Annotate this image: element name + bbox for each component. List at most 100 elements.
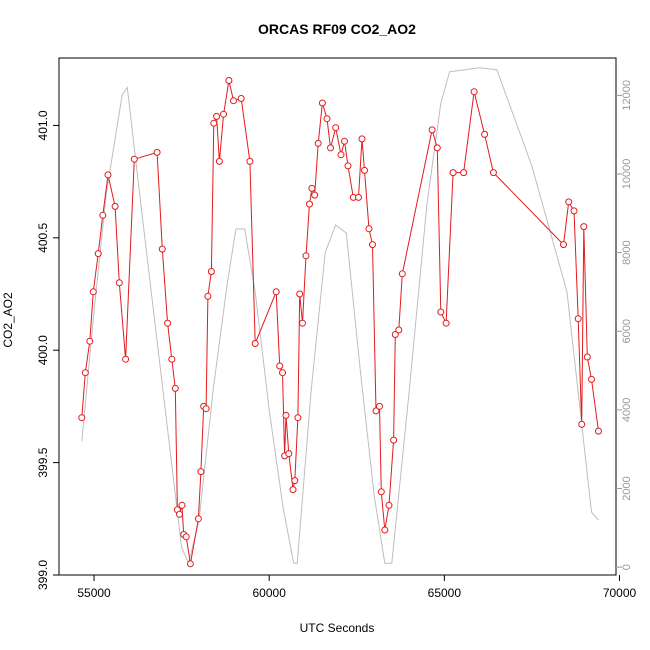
data-point: [215, 157, 223, 165]
data-point: [81, 369, 89, 377]
data-point: [251, 340, 259, 347]
data-point: [306, 200, 313, 208]
data-point: [291, 477, 299, 485]
data-point: [395, 326, 403, 334]
x-tick-label: 55000: [77, 586, 111, 600]
data-point: [377, 488, 385, 496]
data-point: [194, 515, 202, 523]
chart-title: ORCAS RF09 CO2_AO2: [258, 21, 416, 37]
y2-tick-label: 0: [621, 564, 633, 570]
data-point: [111, 202, 119, 210]
x-axis-label: UTC Seconds: [300, 621, 375, 635]
x-tick-label: 65000: [428, 586, 462, 600]
data-point: [565, 198, 573, 206]
data-point: [225, 77, 233, 84]
data-point: [86, 337, 94, 345]
y-axis-label: CO2_AO2: [1, 292, 15, 348]
y2-tick-label: 4000: [621, 398, 633, 422]
data-point: [361, 166, 368, 174]
data-point: [308, 184, 316, 192]
data-point: [358, 135, 366, 143]
data-point: [153, 148, 161, 156]
data-point: [178, 501, 186, 509]
data-point: [588, 375, 595, 383]
data-point: [279, 369, 286, 377]
data-point: [158, 245, 166, 253]
data-point: [460, 169, 468, 177]
data-point: [213, 112, 221, 120]
data-point: [574, 315, 582, 323]
data-point: [437, 308, 445, 316]
data-point: [171, 384, 179, 392]
data-point: [94, 250, 102, 258]
data-point: [296, 290, 304, 298]
data-point: [99, 211, 107, 219]
data-point: [385, 501, 393, 509]
data-point: [433, 144, 441, 152]
data-point: [583, 353, 591, 361]
data-point: [289, 486, 297, 494]
data-point: [337, 151, 345, 159]
plot-area: [58, 57, 617, 576]
data-point: [580, 223, 588, 231]
y2-tick-label: 10000: [621, 159, 633, 190]
data-point: [595, 427, 602, 435]
data-point: [182, 533, 190, 541]
y2-tick-label: 6000: [621, 319, 633, 343]
data-point: [168, 355, 176, 363]
data-point: [78, 414, 86, 422]
data-point: [104, 171, 112, 179]
x-tick-label: 70000: [603, 586, 637, 600]
data-point: [89, 288, 97, 296]
data-point: [276, 362, 284, 370]
data-point: [122, 355, 130, 363]
data-point: [355, 193, 362, 201]
y2-tick-label: 12000: [621, 80, 633, 111]
data-point: [202, 405, 210, 413]
data-point: [398, 270, 406, 278]
data-point: [327, 144, 334, 152]
data-point: [481, 130, 489, 138]
y-tick-label: 399.5: [36, 447, 50, 477]
data-point: [237, 95, 245, 102]
data-point: [230, 97, 237, 105]
data-point: [272, 288, 280, 296]
data-point: [578, 420, 586, 428]
data-point: [294, 414, 302, 422]
y2-tick-label: 8000: [621, 240, 633, 264]
data-point: [341, 137, 348, 145]
series-layer: [78, 67, 602, 568]
data-point: [220, 110, 228, 118]
data-point: [449, 169, 457, 177]
y-axis-left: 399.0 399.5 400.0 400.5 401.0: [36, 110, 59, 590]
data-point: [369, 241, 376, 249]
data-point: [207, 268, 215, 275]
data-point: [115, 279, 123, 287]
data-point: [302, 252, 310, 260]
data-point: [314, 139, 322, 147]
data-point: [381, 526, 389, 534]
data-point: [560, 241, 567, 249]
data-point: [428, 126, 436, 134]
x-tick-label: 60000: [253, 586, 287, 600]
data-point: [285, 450, 293, 458]
data-point: [489, 169, 497, 177]
data-point: [390, 436, 398, 444]
data-point: [197, 468, 205, 476]
data-point: [164, 319, 172, 327]
y-tick-label: 400.5: [36, 222, 50, 252]
data-point: [130, 155, 138, 163]
x-axis: 55000 60000 65000 70000: [77, 575, 637, 600]
y2-tick-label: 2000: [621, 476, 633, 500]
data-point: [344, 162, 352, 170]
data-point: [318, 99, 326, 107]
y-tick-label: 401.0: [36, 110, 50, 140]
y-axis-right: 0 2000 4000 6000 8000 10000 12000: [616, 80, 633, 570]
data-point: [442, 319, 450, 327]
series-line-gray: [81, 67, 599, 565]
data-point: [332, 124, 340, 132]
data-point: [570, 207, 578, 215]
data-point: [299, 319, 306, 327]
data-point: [372, 407, 380, 415]
